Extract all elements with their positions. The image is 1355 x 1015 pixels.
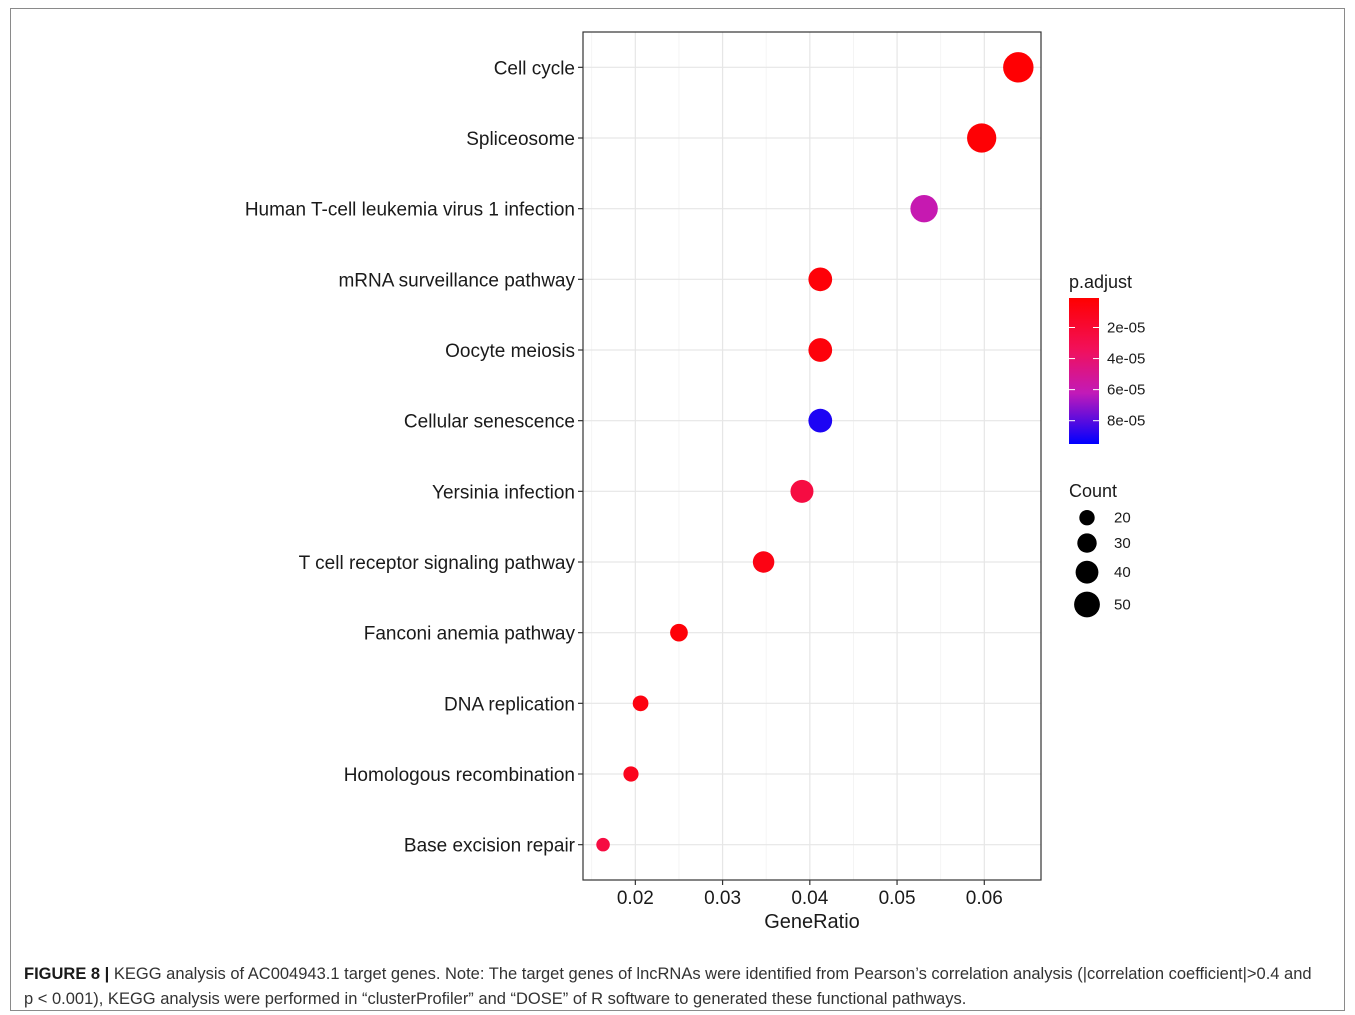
figure-caption-text: KEGG analysis of AC004943.1 target genes… bbox=[24, 965, 1312, 1008]
count-legend-label: 50 bbox=[1114, 597, 1131, 614]
y-category-label: Spliceosome bbox=[466, 129, 575, 150]
x-tick-label: 0.06 bbox=[966, 888, 1003, 909]
y-category-label: Cellular senescence bbox=[404, 412, 575, 433]
y-category-label: T cell receptor signaling pathway bbox=[299, 553, 576, 574]
figure-frame bbox=[10, 8, 1345, 1011]
y-category-label: mRNA surveillance pathway bbox=[338, 270, 575, 291]
data-point bbox=[967, 123, 997, 153]
y-category-label: Oocyte meiosis bbox=[445, 341, 575, 362]
x-axis-title: GeneRatio bbox=[764, 911, 860, 933]
count-legend-label: 40 bbox=[1114, 564, 1131, 581]
figure-caption-label: FIGURE 8 | bbox=[24, 965, 110, 983]
x-tick-label: 0.02 bbox=[617, 888, 654, 909]
data-point bbox=[1003, 52, 1034, 83]
data-point bbox=[790, 479, 814, 503]
data-point bbox=[632, 695, 649, 712]
data-point bbox=[910, 194, 938, 223]
colorbar-tick-label: 8e-05 bbox=[1107, 413, 1145, 430]
colorbar-tick-label: 2e-05 bbox=[1107, 320, 1145, 337]
count-legend-dot bbox=[1074, 591, 1100, 618]
data-point bbox=[670, 623, 688, 642]
y-category-label: Fanconi anemia pathway bbox=[364, 624, 576, 645]
kegg-dot-plot: Cell cycle Spliceosome Human T-cell leukem… bbox=[245, 31, 1145, 933]
y-category-label: Homologous recombination bbox=[344, 765, 575, 786]
data-point bbox=[808, 408, 833, 433]
y-category-label: Base excision repair bbox=[404, 836, 576, 857]
count-legend-label: 30 bbox=[1114, 535, 1131, 552]
data-point bbox=[752, 551, 775, 573]
count-legend: Count 20 30 40 50 bbox=[1069, 481, 1131, 618]
data-point bbox=[808, 267, 833, 292]
plot-panel-border bbox=[582, 31, 1042, 881]
p-adjust-legend: p.adjust 2e-05 4e-05 6e-05 8e-05 bbox=[1069, 272, 1145, 444]
y-category-label: Cell cycle bbox=[494, 58, 575, 79]
count-legend-label: 20 bbox=[1114, 510, 1131, 527]
p-adjust-legend-title: p.adjust bbox=[1069, 272, 1132, 292]
x-axis-tick-labels: 0.02 0.03 0.04 0.05 0.06 bbox=[617, 880, 1003, 909]
x-tick-label: 0.04 bbox=[791, 888, 828, 909]
x-tick-label: 0.03 bbox=[704, 888, 741, 909]
y-category-label: Yersinia infection bbox=[432, 482, 575, 503]
count-legend-dot bbox=[1079, 510, 1095, 526]
count-legend-title: Count bbox=[1069, 481, 1117, 501]
data-point bbox=[808, 338, 833, 362]
data-point bbox=[623, 766, 639, 782]
data-point bbox=[596, 837, 610, 852]
y-category-label: DNA replication bbox=[444, 694, 575, 715]
count-legend-items: 20 30 40 50 bbox=[1074, 510, 1131, 618]
colorbar-tick-label: 4e-05 bbox=[1107, 351, 1145, 368]
y-category-label: Human T-cell leukemia virus 1 infection bbox=[245, 200, 575, 221]
count-legend-dot bbox=[1075, 560, 1099, 584]
colorbar-tick-label: 6e-05 bbox=[1107, 382, 1145, 399]
x-tick-label: 0.05 bbox=[879, 888, 916, 909]
p-adjust-colorbar-ticks: 2e-05 4e-05 6e-05 8e-05 bbox=[1069, 320, 1145, 430]
figure-caption: FIGURE 8 | KEGG analysis of AC004943.1 t… bbox=[24, 962, 1324, 1012]
p-adjust-colorbar bbox=[1069, 298, 1099, 444]
count-legend-dot bbox=[1077, 533, 1097, 553]
y-axis-category-labels: Cell cycle Spliceosome Human T-cell leukem… bbox=[245, 58, 583, 857]
data-points bbox=[596, 52, 1034, 852]
grid-lines bbox=[583, 32, 1041, 880]
